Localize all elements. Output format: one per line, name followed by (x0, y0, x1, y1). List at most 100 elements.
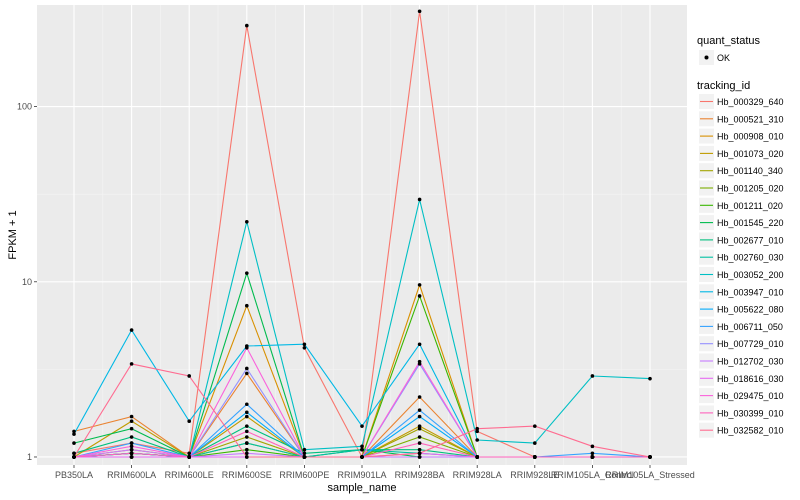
data-point-Hb_032582_010 (475, 426, 480, 431)
legend-label-Hb_030399_010: Hb_030399_010 (717, 408, 784, 418)
legend-label-Hb_001211_020: Hb_001211_020 (717, 201, 783, 211)
legend-label-Hb_012702_030: Hb_012702_030 (717, 357, 784, 367)
data-point-Hb_001140_340 (417, 426, 422, 431)
data-point-Hb_003052_200 (648, 376, 652, 381)
y-tick-label: 10 (22, 277, 32, 287)
data-point-Hb_007729_010 (245, 366, 249, 371)
data-point-Hb_003052_200 (533, 441, 537, 445)
data-point-Hb_002760_030 (245, 441, 249, 445)
data-point-Hb_000329_640 (417, 9, 422, 14)
shape-legend-title: quant_status (697, 35, 760, 47)
data-point-Hb_003947_010 (129, 328, 134, 332)
y-axis-ticks: 1 10 100 (17, 102, 37, 462)
legend-label-Hb_002677_010: Hb_002677_010 (717, 235, 784, 245)
data-point-Hb_030399_010 (475, 455, 480, 459)
data-point-Hb_000329_640 (187, 451, 191, 456)
data-point-Hb_001545_220 (72, 441, 76, 445)
legend: quant_status OK tracking_id Hb_000329_64… (697, 35, 784, 438)
data-point-Hb_032582_010 (72, 455, 76, 459)
data-point-Hb_003947_010 (417, 342, 422, 347)
x-axis-title: sample_name (327, 482, 396, 494)
data-point-Hb_032582_010 (129, 362, 134, 366)
data-point-Hb_006711_050 (417, 408, 422, 412)
x-tick-label: RRIM600LA (107, 470, 156, 480)
data-point-Hb_003052_200 (417, 197, 422, 202)
data-point-Hb_032582_010 (648, 455, 652, 459)
x-tick-label: RRIM928BA (395, 470, 445, 480)
x-tick-label: RRIM105LA_Control (551, 470, 634, 480)
data-point-Hb_029475_010 (245, 345, 249, 350)
legend-label-Hb_002760_030: Hb_002760_030 (717, 253, 784, 263)
y-tick-label: 100 (17, 102, 32, 112)
data-point-Hb_030399_010 (187, 455, 191, 459)
data-point-Hb_001073_020 (245, 414, 249, 419)
data-point-Hb_002677_010 (129, 435, 134, 439)
data-point-Hb_002677_010 (245, 424, 249, 428)
legend-label-Hb_000521_310: Hb_000521_310 (717, 114, 784, 124)
data-point-Hb_000329_640 (302, 345, 307, 350)
y-tick-label: 1 (27, 452, 32, 462)
legend-label-Hb_001545_220: Hb_001545_220 (717, 218, 784, 228)
data-point-Hb_000521_310 (417, 395, 422, 399)
data-point-Hb_003947_010 (187, 419, 191, 424)
data-point-Hb_030399_010 (129, 451, 134, 456)
data-point-Hb_032582_010 (417, 451, 422, 456)
data-point-Hb_000521_310 (245, 371, 249, 376)
series-points (72, 9, 652, 459)
data-point-Hb_003052_200 (245, 219, 249, 224)
legend-label-Hb_007729_010: Hb_007729_010 (717, 339, 784, 349)
x-tick-label: RRIM105LA_Stressed (605, 470, 695, 480)
data-point-Hb_001545_220 (245, 271, 249, 275)
color-legend: Hb_000329_640 Hb_000521_310 Hb_000908_010 H… (699, 94, 784, 438)
data-point-Hb_032582_010 (245, 455, 249, 459)
legend-label-Hb_000329_640: Hb_000329_640 (717, 97, 784, 107)
x-tick-label: RRIM901LA (337, 470, 386, 480)
data-point-Hb_003052_200 (302, 447, 307, 452)
data-point-Hb_029475_010 (129, 444, 134, 449)
color-legend-title: tracking_id (697, 80, 750, 92)
data-point-Hb_012702_030 (129, 447, 134, 452)
data-point-Hb_006711_050 (590, 451, 595, 456)
legend-label-Hb_001073_020: Hb_001073_020 (717, 149, 784, 159)
x-axis-ticks: PB350LA RRIM600LA RRIM600LE RRIM600SE RRIM60… (55, 465, 695, 480)
x-tick-label: RRIM600SE (222, 470, 272, 480)
legend-label-Hb_001140_340: Hb_001140_340 (717, 166, 783, 176)
legend-label-Hb_006711_050: Hb_006711_050 (717, 322, 783, 332)
x-tick-label: RRIM600LE (165, 470, 214, 480)
legend-label-Hb_029475_010: Hb_029475_010 (717, 391, 784, 401)
data-point-Hb_003052_200 (475, 438, 480, 442)
y-axis-title: FPKM + 1 (7, 210, 19, 259)
data-point-Hb_000908_010 (417, 283, 422, 287)
data-point-Hb_012702_030 (245, 451, 249, 456)
x-tick-label: RRIM600PE (279, 470, 329, 480)
data-point-Hb_005622_080 (417, 414, 422, 419)
legend-label-Hb_001205_020: Hb_001205_020 (717, 184, 784, 194)
data-point-Hb_032582_010 (590, 444, 595, 449)
data-point-Hb_029475_010 (417, 359, 422, 364)
x-tick-label: RRIM928LA (453, 470, 502, 480)
data-point-Hb_030399_010 (417, 441, 422, 445)
data-point-Hb_012702_030 (417, 455, 422, 459)
data-point-Hb_030399_010 (590, 455, 595, 459)
data-point-Hb_002677_010 (72, 451, 76, 456)
data-point-Hb_000329_640 (245, 23, 249, 28)
data-point-Hb_003947_010 (360, 424, 364, 428)
data-point-Hb_000521_310 (129, 414, 134, 419)
data-point-Hb_001211_020 (417, 294, 422, 298)
legend-label-Hb_003052_200: Hb_003052_200 (717, 270, 784, 280)
data-point-Hb_000521_310 (72, 429, 76, 434)
data-point-Hb_003052_200 (590, 374, 595, 378)
legend-label-Hb_003947_010: Hb_003947_010 (717, 287, 784, 297)
data-point-Hb_001545_220 (129, 426, 134, 431)
data-point-Hb_032582_010 (360, 455, 364, 459)
legend-label-Hb_018616_030: Hb_018616_030 (717, 374, 784, 384)
data-point-Hb_032582_010 (302, 455, 307, 459)
data-point-Hb_006711_050 (245, 402, 249, 407)
data-point-Hb_000908_010 (245, 303, 249, 308)
data-point-Hb_002677_010 (417, 447, 422, 452)
data-point-Hb_030399_010 (245, 429, 249, 434)
data-point-Hb_001211_020 (245, 447, 249, 452)
data-point-Hb_003947_010 (302, 342, 307, 347)
data-point-Hb_001140_340 (245, 435, 249, 439)
